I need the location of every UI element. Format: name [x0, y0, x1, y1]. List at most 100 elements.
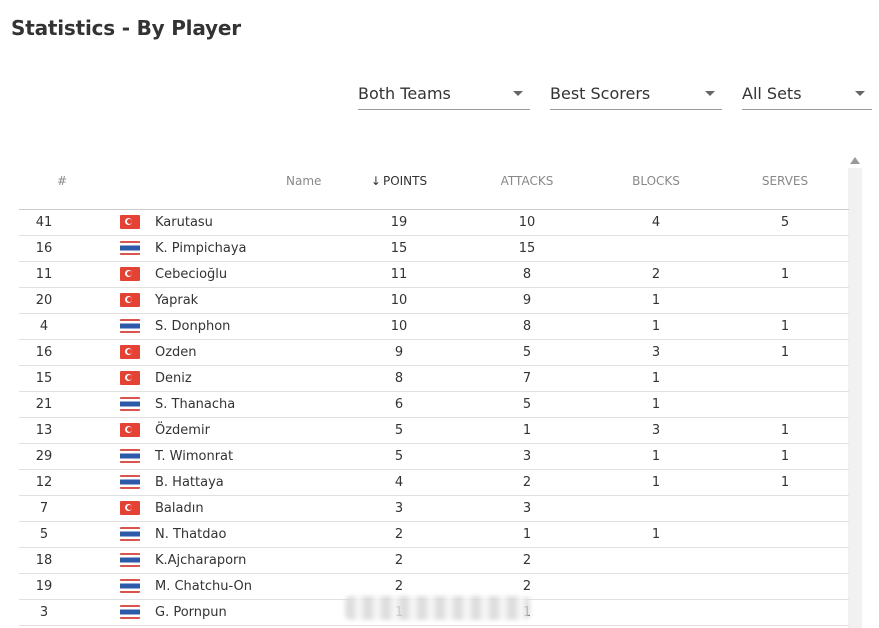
column-header-points[interactable]: ↓ POINTS	[335, 154, 463, 210]
player-name-cell: K. Pimpichaya	[19, 235, 249, 262]
player-name-cell: N. Thatdao	[19, 521, 249, 548]
thailand-flag-icon	[120, 553, 140, 567]
column-header-blocks[interactable]: BLOCKS	[591, 154, 721, 210]
player-serves: 1	[721, 261, 849, 288]
thailand-flag-icon	[120, 397, 140, 411]
sets-filter-select[interactable]: All Sets	[742, 80, 872, 110]
turkey-flag-icon	[120, 293, 140, 307]
player-blocks	[591, 235, 721, 262]
player-attacks: 1	[463, 521, 591, 548]
team-filter-value: Both Teams	[358, 84, 451, 103]
player-attacks: 3	[463, 443, 591, 470]
column-header-name[interactable]: Name	[105, 154, 335, 210]
table-row[interactable]: 4 S. Donphon 10 8 1 1	[19, 313, 849, 340]
table-row[interactable]: 7 Baladın 3 3	[19, 495, 849, 522]
player-name-cell: Özdemir	[19, 417, 249, 444]
table-row[interactable]: 12 B. Hattaya 4 2 1 1	[19, 469, 849, 496]
table-row[interactable]: 21 S. Thanacha 6 5 1	[19, 391, 849, 418]
player-blocks: 1	[591, 287, 721, 314]
player-points: 5	[335, 443, 463, 470]
arrow-down-icon: ↓	[370, 174, 381, 189]
table-row[interactable]: 11 Cebecioğlu 11 8 2 1	[19, 261, 849, 288]
thailand-flag-icon	[120, 241, 140, 255]
table-row[interactable]: 19 M. Chatchu-On 2 2	[19, 573, 849, 600]
player-name-cell: B. Hattaya	[19, 469, 249, 496]
player-serves: 1	[721, 339, 849, 366]
column-header-number[interactable]: #	[19, 154, 105, 210]
player-attacks: 7	[463, 365, 591, 392]
player-blocks: 1	[591, 313, 721, 340]
player-name: T. Wimonrat	[155, 448, 234, 464]
player-name: M. Chatchu-On	[155, 578, 253, 594]
player-blocks	[591, 547, 721, 574]
player-name: N. Thatdao	[155, 526, 227, 542]
player-serves	[721, 391, 849, 418]
turkey-flag-icon	[120, 501, 140, 515]
table-row[interactable]: 5 N. Thatdao 2 1 1	[19, 521, 849, 548]
player-blocks: 1	[591, 443, 721, 470]
stat-filter-select[interactable]: Best Scorers	[550, 80, 722, 110]
player-name: S. Donphon	[155, 318, 231, 334]
player-name: G. Pornpun	[155, 604, 227, 620]
turkey-flag-icon	[120, 423, 140, 437]
player-name-cell: M. Chatchu-On	[19, 573, 253, 600]
player-serves: 1	[721, 417, 849, 444]
turkey-flag-icon	[120, 345, 140, 359]
player-name: K. Pimpichaya	[155, 240, 247, 256]
table-row[interactable]: 16 K. Pimpichaya 15 15	[19, 235, 849, 262]
player-serves	[721, 235, 849, 262]
player-name-cell: Karutasu	[19, 209, 249, 236]
column-header-points-label: POINTS	[382, 174, 428, 189]
column-header-attacks[interactable]: ATTACKS	[463, 154, 591, 210]
player-blocks	[591, 495, 721, 522]
player-points: 8	[335, 365, 463, 392]
player-name-cell: Cebecioğlu	[19, 261, 249, 288]
player-name-cell: K.Ajcharaporn	[19, 547, 249, 574]
chevron-down-icon	[513, 91, 523, 96]
player-points: 6	[335, 391, 463, 418]
table-row[interactable]: 16 Ozden 9 5 3 1	[19, 339, 849, 366]
player-attacks: 8	[463, 261, 591, 288]
table-row[interactable]: 13 Özdemir 5 1 3 1	[19, 417, 849, 444]
team-filter-select[interactable]: Both Teams	[358, 80, 530, 110]
table-row[interactable]: 18 K.Ajcharaporn 2 2	[19, 547, 849, 574]
turkey-flag-icon	[120, 267, 140, 281]
column-header-serves[interactable]: SERVES	[721, 154, 849, 210]
player-points: 10	[335, 313, 463, 340]
player-serves	[721, 573, 849, 600]
table-row[interactable]: 15 Deniz 8 7 1	[19, 365, 849, 392]
turkey-flag-icon	[120, 215, 140, 229]
player-name: Deniz	[155, 370, 192, 386]
scroll-up-icon[interactable]	[850, 157, 860, 164]
player-attacks: 1	[463, 417, 591, 444]
player-attacks: 9	[463, 287, 591, 314]
thailand-flag-icon	[120, 475, 140, 489]
table-row[interactable]: 20 Yaprak 10 9 1	[19, 287, 849, 314]
table-row[interactable]: 41 Karutasu 19 10 4 5	[19, 209, 849, 236]
player-attacks: 3	[463, 495, 591, 522]
player-name: K.Ajcharaporn	[155, 552, 247, 568]
player-name: Yaprak	[155, 292, 199, 308]
table-body: 41 Karutasu 19 10 4 5 16 K. Pimpichaya 15 15 11 Ceb…	[19, 209, 849, 626]
chevron-down-icon	[705, 91, 715, 96]
player-serves: 1	[721, 443, 849, 470]
player-points: 19	[335, 209, 463, 236]
thailand-flag-icon	[120, 319, 140, 333]
player-blocks: 4	[591, 209, 721, 236]
table-header-row: # Name ↓ POINTS ATTACKS BLOCKS SERVES	[19, 154, 849, 210]
player-serves	[721, 287, 849, 314]
player-points: 11	[335, 261, 463, 288]
scrollbar-track[interactable]	[848, 168, 862, 628]
player-serves	[721, 365, 849, 392]
table-row[interactable]: 29 T. Wimonrat 5 3 1 1	[19, 443, 849, 470]
player-stats-table-container: # Name ↓ POINTS ATTACKS BLOCKS SERVES 41 K…	[19, 154, 849, 626]
thailand-flag-icon	[120, 527, 140, 541]
player-blocks: 1	[591, 365, 721, 392]
player-name-cell: S. Thanacha	[19, 391, 249, 418]
blurred-watermark	[345, 596, 530, 620]
player-name-cell: Yaprak	[19, 287, 249, 314]
player-points: 9	[335, 339, 463, 366]
player-name: Karutasu	[155, 214, 213, 230]
player-name: Ozden	[155, 344, 197, 360]
